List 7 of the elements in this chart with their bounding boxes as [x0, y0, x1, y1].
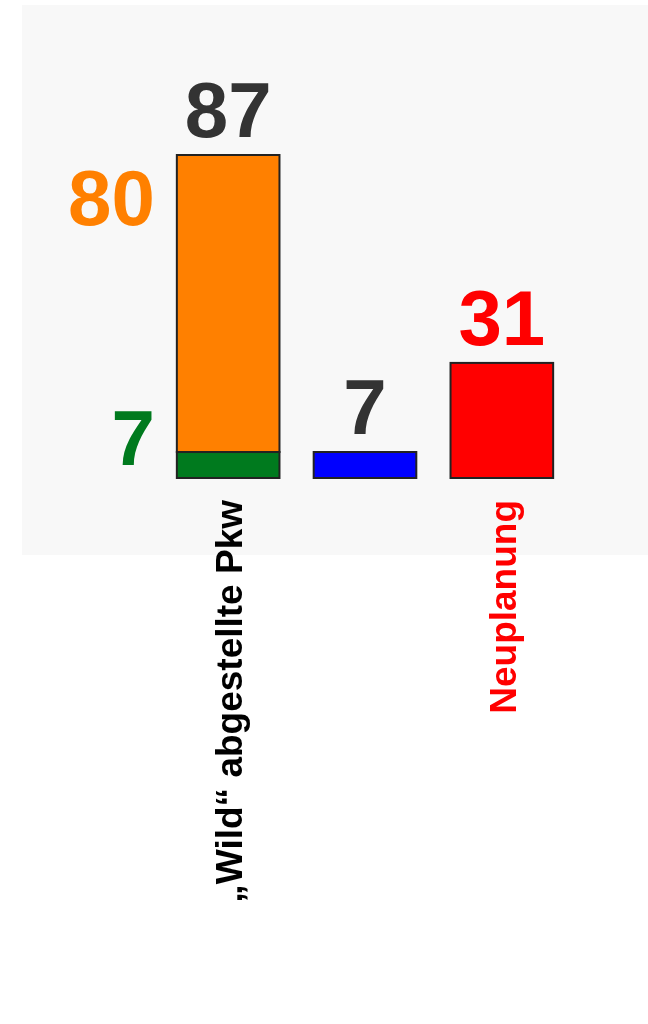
- total-label: 87: [184, 66, 272, 154]
- x-tick-label: Neuplanung: [482, 500, 524, 714]
- data-label: 80: [68, 154, 155, 242]
- data-label: 31: [458, 273, 546, 362]
- x-tick-label: „Wild“ abgestellte Pkw: [209, 499, 251, 903]
- data-label: 7: [111, 394, 155, 483]
- total-label: 7: [343, 363, 387, 452]
